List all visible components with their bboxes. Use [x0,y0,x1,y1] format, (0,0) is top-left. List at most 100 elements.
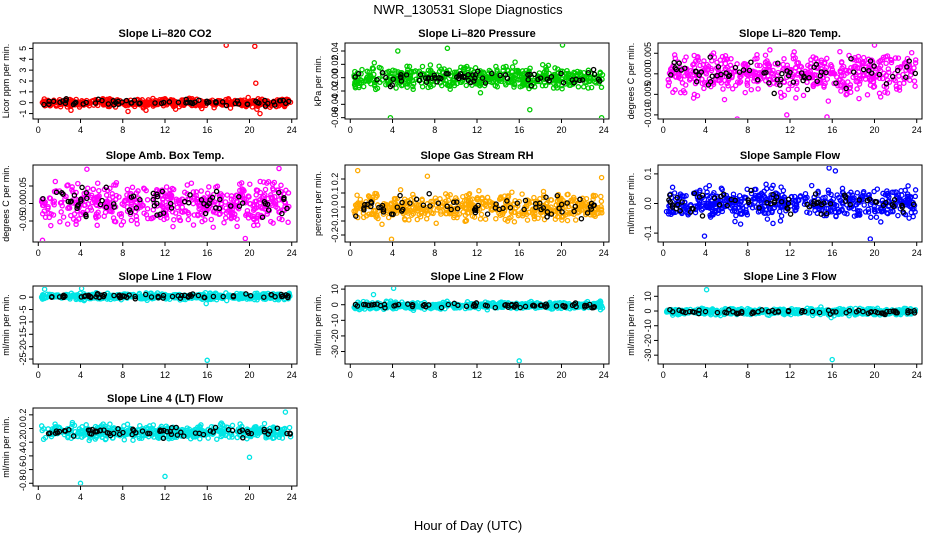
panel-title: Slope Gas Stream RH [420,150,533,162]
black-point [856,197,862,203]
black-point [183,96,189,103]
data-point [553,83,559,89]
data-point [372,86,379,93]
data-point [766,206,773,212]
data-point [516,211,522,217]
black-point [380,209,387,215]
data-point [438,211,444,217]
black-point [667,199,674,205]
data-point [855,78,861,85]
data-point [369,65,376,72]
x-tick-label: 16 [827,248,837,258]
black-point [718,71,724,78]
black-point [761,70,767,76]
y-axis-label: Licor ppm per min. [1,44,11,119]
data-point [129,184,136,191]
outlier-point [41,287,48,292]
data-point [145,102,151,108]
black-point [691,190,698,197]
data-point [371,60,378,66]
data-point [436,63,442,69]
black-point [247,293,254,299]
y-axis-label: ml/min per min. [313,294,323,356]
data-point [849,197,856,204]
y-axis-label: ml/min per min. [626,173,636,235]
outlier-point [257,110,263,117]
black-point [698,69,705,75]
data-point [744,77,751,83]
data-point [356,200,363,207]
black-point [159,188,166,195]
data-point [476,188,482,194]
black-point [262,103,269,109]
data-point [838,59,845,65]
black-point [427,203,433,209]
data-point [432,195,439,201]
data-point [552,216,559,222]
data-point [243,212,249,219]
x-tick-label: 12 [472,370,482,380]
black-point [560,79,567,86]
data-point [793,95,799,101]
data-point [861,202,867,208]
data-point [71,211,78,217]
black-point [804,86,811,93]
black-point [398,72,404,78]
black-point [497,72,503,79]
black-point [413,196,420,203]
data-point [223,297,230,304]
black-point [368,302,375,308]
black-point [276,98,283,104]
data-point [169,99,176,105]
data-point [402,217,408,223]
outlier-point [527,106,533,113]
y-tick-label: 0.04 [330,42,340,60]
data-point [468,67,475,73]
black-point [560,302,566,309]
black-point [117,295,123,301]
data-point [368,211,375,218]
data-point [554,66,561,72]
data-point [374,212,380,219]
data-point [531,205,538,212]
outlier-point [68,107,74,114]
data-point [906,63,913,70]
black-point [213,100,219,106]
data-point [887,56,894,63]
black-point [388,211,395,217]
data-point [458,64,464,70]
x-tick-label: 20 [244,248,254,258]
panel-title: Slope Li–820 Temp. [739,28,841,40]
black-point [355,70,362,77]
black-point [48,294,55,300]
x-tick-label: 4 [78,248,83,258]
data-point [427,62,434,68]
data-point [906,193,912,199]
black-point [390,76,396,82]
black-point [804,201,810,208]
black-point [522,197,529,204]
data-point [893,83,900,89]
black-point [548,211,555,217]
black-point [99,97,105,104]
x-tick-label: 4 [390,370,395,380]
black-point [272,102,278,108]
black-point [899,204,906,210]
data-point [436,68,443,75]
data-point [459,201,465,207]
data-point [833,213,839,220]
black-point [394,204,401,210]
outlier-point [734,116,740,118]
y-axis-label: degrees C per min. [1,165,11,242]
x-tick-label: 12 [160,125,170,135]
y-tick-label: 0.05 [18,177,28,195]
data-point [847,82,854,88]
data-point [810,54,816,60]
panel-4: Slope Amb. Box Temp.degrees C per min.0 4… [1,150,298,258]
x-tick-label: 12 [160,248,170,258]
data-point [859,193,865,200]
data-point [95,213,102,220]
black-point [399,199,405,206]
data-point [598,193,604,200]
data-point [502,216,508,223]
